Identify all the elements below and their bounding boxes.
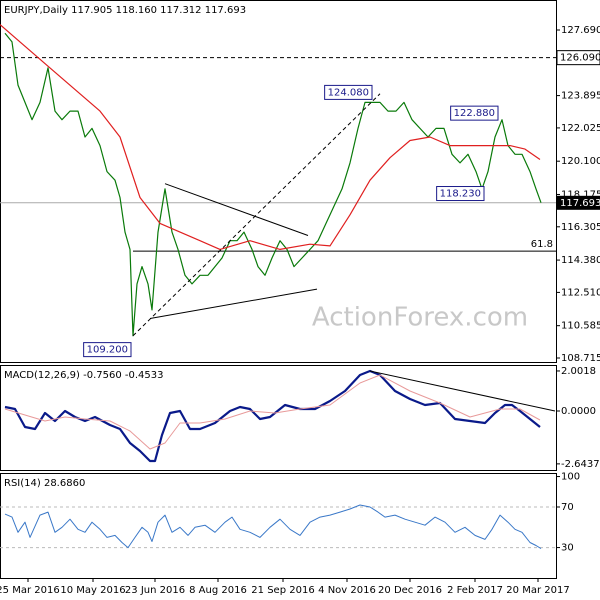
panel-title-bg bbox=[2, 475, 88, 489]
x-tick-label: 2 Feb 2017 bbox=[447, 585, 503, 596]
panel-title: EURJPY,Daily 117.905 118.160 117.312 117… bbox=[4, 5, 246, 16]
y-tick-label: 118.175 bbox=[561, 189, 600, 200]
series-line bbox=[4, 504, 542, 550]
y-tick-label: 100 bbox=[561, 472, 580, 483]
series-line bbox=[0, 24, 541, 250]
current-price-label: 117.693 bbox=[560, 198, 600, 209]
panel-frame bbox=[0, 365, 557, 471]
annotation-box bbox=[83, 342, 132, 358]
panel-title-bg bbox=[2, 2, 249, 16]
x-tick-label: 21 Sep 2016 bbox=[251, 585, 314, 596]
y-tick-label: 112.510 bbox=[561, 287, 600, 298]
annotation-box bbox=[436, 186, 485, 202]
y-tick-label: 116.305 bbox=[561, 222, 600, 233]
x-tick-label: 20 Dec 2016 bbox=[378, 585, 442, 596]
x-tick-label: 10 May 2016 bbox=[60, 585, 125, 596]
annotation-label: 124.080 bbox=[328, 87, 369, 98]
panel-frame bbox=[0, 473, 557, 579]
y-tick-label: 2.0018 bbox=[561, 366, 596, 377]
y-tick-label: 114.380 bbox=[561, 255, 600, 266]
y-tick-label: 108.715 bbox=[561, 353, 600, 364]
series-line bbox=[4, 374, 541, 450]
panel-title: RSI(14) 28.6860 bbox=[4, 478, 85, 489]
x-tick-label: 4 Nov 2016 bbox=[318, 585, 376, 596]
trend-line bbox=[164, 183, 309, 237]
annotation-label: 122.880 bbox=[454, 108, 495, 119]
series-line bbox=[4, 32, 542, 337]
trend-line bbox=[132, 93, 381, 337]
series-line bbox=[4, 369, 541, 463]
y-tick-label: 110.585 bbox=[561, 321, 600, 332]
y-tick-label: 120.100 bbox=[561, 156, 600, 167]
panel-title: MACD(12,26,9) -0.7560 -0.4533 bbox=[4, 370, 164, 381]
fib-label: 61.8 bbox=[531, 239, 553, 250]
x-tick-label: 23 Jun 2016 bbox=[125, 585, 185, 596]
y-tick-label: 127.690 bbox=[561, 25, 600, 36]
current-price-box bbox=[557, 195, 600, 210]
panel-title-bg bbox=[2, 367, 166, 381]
y-tick-label: 30 bbox=[561, 543, 574, 554]
annotation-box bbox=[324, 84, 373, 100]
y-tick-label: 122.025 bbox=[561, 123, 600, 134]
trend-line bbox=[369, 370, 556, 412]
watermark: ActionForex.com bbox=[312, 303, 528, 333]
y-tick-label: 70 bbox=[561, 502, 574, 513]
level-label: 126.090 bbox=[560, 53, 600, 64]
annotation-label: 109.200 bbox=[87, 345, 128, 356]
trend-line bbox=[149, 288, 318, 319]
y-tick-label: 0.0000 bbox=[561, 406, 596, 417]
y-tick-label: 123.895 bbox=[561, 91, 600, 102]
annotation-box bbox=[450, 105, 499, 121]
level-box bbox=[556, 50, 600, 66]
x-tick-label: 20 Mar 2017 bbox=[506, 585, 569, 596]
annotation-label: 118.230 bbox=[440, 189, 481, 200]
panel-frame bbox=[0, 0, 557, 363]
x-tick-label: 8 Aug 2016 bbox=[189, 585, 247, 596]
x-tick-label: 25 Mar 2016 bbox=[0, 585, 60, 596]
y-tick-label: -2.6437 bbox=[561, 459, 600, 470]
